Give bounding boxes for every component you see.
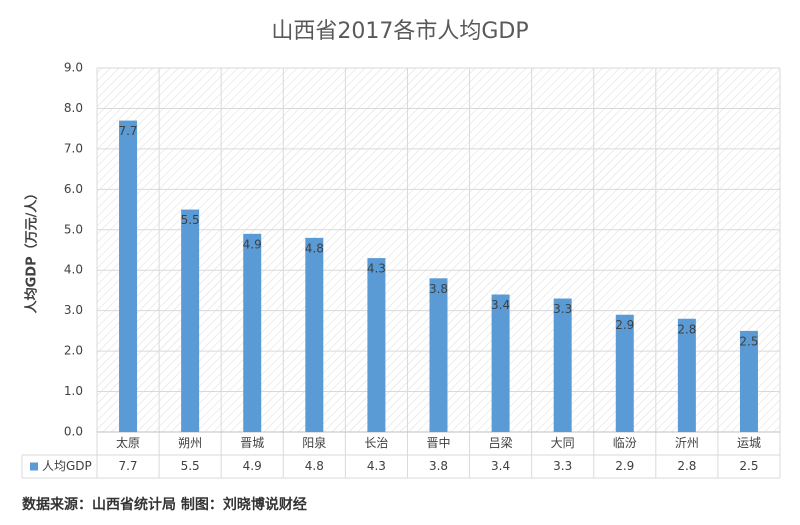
y-tick-label: 2.0 <box>64 344 83 358</box>
y-axis-label: 人均GDP（万元/人） <box>24 187 40 314</box>
x-tick-label: 阳泉 <box>302 436 326 450</box>
table-value: 7.7 <box>118 459 137 473</box>
table-value: 5.5 <box>181 459 200 473</box>
legend-label: 人均GDP <box>42 459 92 473</box>
x-tick-label: 临汾 <box>613 436 637 450</box>
data-label: 7.7 <box>118 124 137 138</box>
bar <box>677 318 696 432</box>
y-tick-label: 8.0 <box>64 101 83 115</box>
y-tick-label: 7.0 <box>64 141 83 155</box>
data-label: 3.3 <box>553 302 572 316</box>
bar <box>553 298 572 432</box>
y-tick-label: 0.0 <box>64 425 83 439</box>
bar <box>181 209 200 432</box>
bar <box>305 237 324 432</box>
table-value: 2.5 <box>739 459 758 473</box>
x-tick-label: 吕梁 <box>489 435 513 450</box>
table-value: 4.8 <box>305 459 324 473</box>
chart-title: 山西省2017各市人均GDP <box>271 19 528 44</box>
bar <box>243 233 262 432</box>
data-label: 2.9 <box>615 318 634 332</box>
bar <box>119 120 138 433</box>
table-value: 3.3 <box>553 459 572 473</box>
bar <box>615 314 634 432</box>
x-tick-label: 晋中 <box>426 435 450 450</box>
y-tick-label: 3.0 <box>64 303 83 317</box>
x-tick-label: 晋城 <box>240 436 264 450</box>
table-value: 3.8 <box>429 459 448 473</box>
bar <box>739 330 758 432</box>
table-value: 4.9 <box>243 459 262 473</box>
data-label: 2.8 <box>677 322 696 336</box>
x-tick-label: 沂州 <box>675 436 699 450</box>
bar <box>491 294 510 432</box>
bar <box>367 258 386 432</box>
x-tick-label: 长治 <box>364 436 388 450</box>
table-value: 2.8 <box>677 459 696 473</box>
x-tick-label: 大同 <box>551 436 575 450</box>
data-label: 4.9 <box>243 237 262 251</box>
y-tick-label: 1.0 <box>64 384 83 398</box>
bar <box>429 278 448 432</box>
data-label: 3.8 <box>429 282 448 296</box>
x-tick-label: 运城 <box>737 436 761 450</box>
y-tick-label: 6.0 <box>64 182 83 196</box>
data-label: 3.4 <box>491 298 510 312</box>
data-label: 4.3 <box>367 262 386 276</box>
table-value: 3.4 <box>491 459 510 473</box>
legend-marker <box>30 462 38 471</box>
y-tick-label: 5.0 <box>64 222 83 236</box>
x-tick-label: 朔州 <box>178 435 202 450</box>
source-note: 数据来源：山西省统计局 制图：刘晓博说财经 <box>22 496 307 513</box>
y-tick-label: 4.0 <box>64 263 83 277</box>
table-value: 2.9 <box>615 459 634 473</box>
data-label: 2.5 <box>739 334 758 348</box>
data-label: 5.5 <box>181 213 200 227</box>
data-label: 4.8 <box>305 241 324 255</box>
x-tick-label: 太原 <box>116 435 140 450</box>
table-value: 4.3 <box>367 459 386 473</box>
y-tick-label: 9.0 <box>64 61 83 75</box>
